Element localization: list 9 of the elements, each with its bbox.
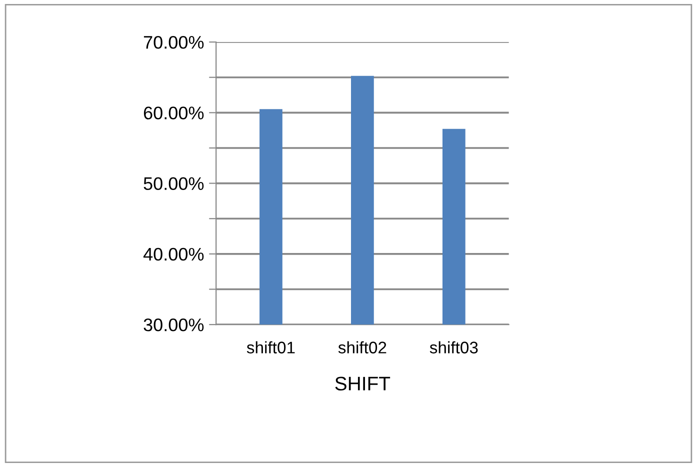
y-tick-label: 40.00% — [143, 248, 204, 261]
x-tick-label: shift02 — [338, 341, 386, 354]
x-axis-title: SHIFT — [335, 376, 390, 390]
y-tick-label: 30.00% — [144, 318, 204, 332]
x-tick-label: shift03 — [430, 341, 478, 354]
y-tick-label: 60.00% — [144, 106, 204, 120]
x-tick-label: shift01 — [246, 341, 295, 354]
y-tick-label: 70.00% — [144, 36, 204, 49]
y-tick-label: 50.00% — [144, 177, 204, 190]
